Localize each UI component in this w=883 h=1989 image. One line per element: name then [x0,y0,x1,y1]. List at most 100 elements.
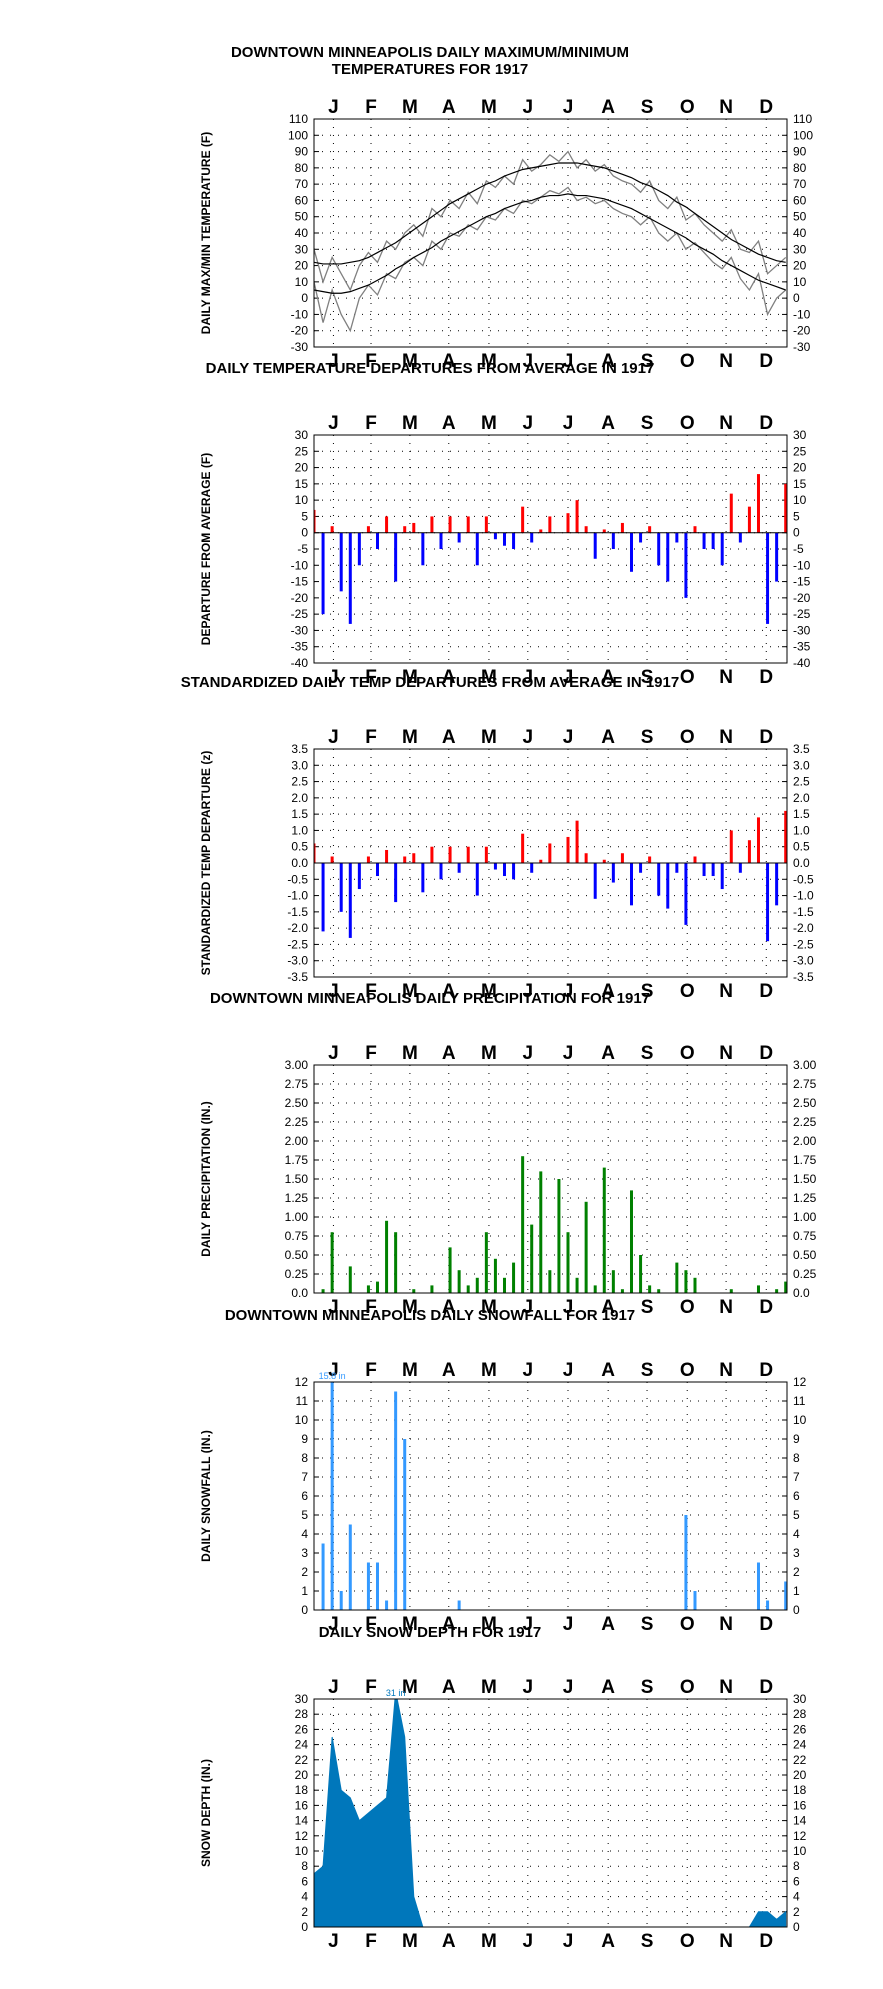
month-label-bottom: O [680,1614,695,1635]
y-tick-label: 0.25 [285,1267,309,1281]
y-tick-label: 10 [295,493,309,507]
month-label-top: S [641,727,654,748]
bar [366,856,370,863]
bar [539,859,543,863]
month-label-top: S [641,97,654,118]
y-axis-label: DAILY SNOWFALL (IN.) [199,1430,213,1562]
y-tick-label: 90 [295,145,309,159]
y-tick-label-right: -35 [793,640,811,654]
month-label-top: A [442,727,456,748]
y-tick-label: 0 [301,1920,308,1934]
bar [466,1285,470,1293]
bar [657,863,661,896]
month-label-bottom: N [719,351,733,372]
bar [611,863,615,883]
month-label-bottom: J [563,667,574,688]
y-tick-label: -10 [291,558,309,572]
y-tick-label-right: 80 [793,161,807,175]
y-tick-label-right: 2.50 [793,1096,817,1110]
y-tick-label: -10 [291,307,309,321]
y-tick-label: 70 [295,177,309,191]
bar [439,532,443,549]
y-tick-label: 10 [295,1844,309,1858]
bar [756,474,760,533]
y-tick-label: -3.5 [287,970,308,984]
y-tick-label-right: 20 [793,1768,807,1782]
month-label-bottom: M [402,981,418,1002]
month-label-bottom: J [563,1931,574,1952]
plot-area [321,1382,787,1610]
y-tick-label: 7 [301,1470,308,1484]
month-label-top: N [719,727,733,748]
month-label-bottom: J [523,1297,534,1318]
bar [330,1382,334,1610]
y-tick-label-right: 6 [793,1489,800,1503]
y-tick-label: 10 [295,275,309,289]
bar [675,863,679,873]
month-label-bottom: F [365,1297,377,1318]
bar [512,1262,516,1293]
bar [611,532,615,549]
bar [394,1232,398,1293]
month-label-top: M [402,727,418,748]
bar [366,1562,370,1610]
y-tick-label: 22 [295,1753,309,1767]
bar [421,532,425,566]
bar [766,1600,770,1610]
month-label-bottom: A [442,981,456,1002]
y-tick-label-right: -3.5 [793,970,814,984]
y-tick-label-right: 0 [793,1603,800,1617]
bar [629,532,633,572]
y-tick-label-right: 2.75 [793,1077,817,1091]
month-label-bottom: O [680,981,695,1002]
y-tick-label-right: 2.0 [793,791,810,805]
month-label-top: J [328,413,339,434]
bar [666,532,670,582]
y-tick-label: 0 [301,1603,308,1617]
month-label-top: S [641,1360,654,1381]
month-label-bottom: N [719,667,733,688]
month-label-top: A [442,1677,456,1698]
month-label-bottom: M [402,1614,418,1635]
y-tick-label: 2 [301,1565,308,1579]
snow-depth-area [314,1699,787,1927]
month-label-top: O [680,1043,695,1064]
y-tick-label-right: 10 [793,493,807,507]
y-tick-label-right: 0.75 [793,1229,817,1243]
chart-title: DOWNTOWN MINNEAPOLIS DAILY MAXIMUM/MINIM… [231,44,629,61]
y-tick-label: 24 [295,1738,309,1752]
month-label-top: A [601,97,615,118]
bar [385,1600,389,1610]
month-label-top: J [523,1360,534,1381]
month-label-top: O [680,97,695,118]
bar [530,863,534,873]
bar [493,1258,497,1293]
y-tick-label-right: -3.0 [793,954,814,968]
month-label-top: M [402,413,418,434]
y-axis-label: DAILY MAX/MIN TEMPERATURE (F) [199,132,213,334]
month-label-bottom: D [759,1614,773,1635]
month-label-top: A [601,1360,615,1381]
y-tick-label: 1 [301,1584,308,1598]
bar [593,863,597,899]
bar [729,493,733,533]
bar [348,863,352,938]
month-label-bottom: F [365,1931,377,1952]
month-label-top: J [328,1360,339,1381]
y-tick-label: -1.5 [287,905,308,919]
chart-title: DAILY TEMPERATURE DEPARTURES FROM AVERAG… [206,360,655,377]
y-tick-label-right: -25 [793,607,811,621]
y-tick-label-right: 40 [793,226,807,240]
bar [512,532,516,549]
bar [375,1562,379,1610]
y-tick-label: 110 [289,112,308,126]
y-tick-label: 4 [301,1890,308,1904]
month-label-top: M [481,97,497,118]
month-label-bottom: D [759,1297,773,1318]
temperature-line [314,193,786,294]
bar [457,532,461,543]
month-label-top: S [641,413,654,434]
bar [321,1543,325,1610]
y-tick-label-right: 26 [793,1722,807,1736]
y-tick-label-right: 1 [793,1584,800,1598]
